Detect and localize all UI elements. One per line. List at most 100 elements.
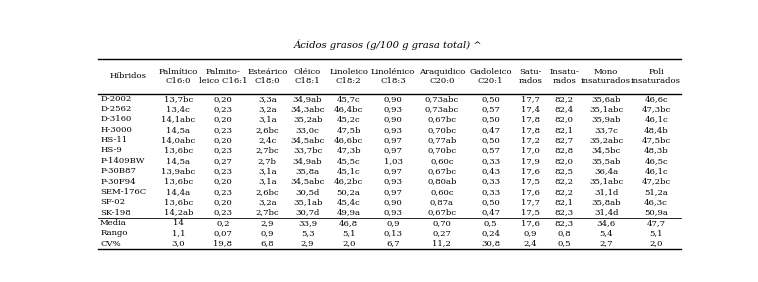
Text: 17,8: 17,8	[521, 126, 540, 134]
Text: 46,3c: 46,3c	[644, 198, 668, 206]
Text: 0,90: 0,90	[384, 198, 402, 206]
Text: 35,2ab: 35,2ab	[293, 115, 322, 124]
Text: 13,7bc: 13,7bc	[164, 95, 193, 103]
Text: 2,4: 2,4	[524, 240, 537, 248]
Text: 0,77ab: 0,77ab	[428, 136, 456, 144]
Text: 0,73abc: 0,73abc	[424, 95, 459, 103]
Text: 45,7c: 45,7c	[337, 95, 361, 103]
Text: 49,9a: 49,9a	[337, 209, 361, 217]
Text: 82,3: 82,3	[555, 209, 574, 217]
Text: 14,2ab: 14,2ab	[164, 209, 193, 217]
Text: Palmítico
C16:0: Palmítico C16:0	[158, 68, 198, 85]
Text: 46,5c: 46,5c	[644, 157, 668, 165]
Text: 5,1: 5,1	[342, 229, 356, 237]
Text: 2,0: 2,0	[650, 240, 662, 248]
Text: 17,7: 17,7	[522, 198, 540, 206]
Text: Oléico
C18:1: Oléico C18:1	[294, 68, 321, 85]
Text: 2,0: 2,0	[342, 240, 356, 248]
Text: 82,7: 82,7	[555, 136, 574, 144]
Text: 5,1: 5,1	[650, 229, 662, 237]
Text: 0,27: 0,27	[213, 157, 232, 165]
Text: 0,23: 0,23	[213, 126, 232, 134]
Text: 34,5abc: 34,5abc	[290, 136, 324, 144]
Text: 0,97: 0,97	[384, 136, 402, 144]
Text: 34,9ab: 34,9ab	[293, 157, 322, 165]
Text: 3,2a: 3,2a	[258, 105, 277, 113]
Text: Rango: Rango	[100, 229, 127, 237]
Text: H-3000: H-3000	[100, 126, 132, 134]
Text: 0,50: 0,50	[481, 198, 500, 206]
Text: 82,0: 82,0	[555, 157, 574, 165]
Text: 13,6bc: 13,6bc	[164, 178, 193, 186]
Text: 5,3: 5,3	[301, 229, 315, 237]
Text: Ácidos grasos (g/100 g grasa total) ^: Ácidos grasos (g/100 g grasa total) ^	[294, 39, 483, 50]
Text: 46,8: 46,8	[339, 219, 359, 227]
Text: 33,7c: 33,7c	[594, 126, 618, 134]
Text: 2,7b: 2,7b	[258, 157, 277, 165]
Text: 0,33: 0,33	[481, 157, 500, 165]
Text: 3,1a: 3,1a	[258, 115, 277, 124]
Text: Media: Media	[100, 219, 127, 227]
Text: 0,9: 0,9	[387, 219, 400, 227]
Text: 45,5c: 45,5c	[337, 157, 361, 165]
Text: 82,2: 82,2	[555, 95, 574, 103]
Text: 82,1: 82,1	[555, 126, 574, 134]
Text: 0,07: 0,07	[213, 229, 232, 237]
Text: 35,5ab: 35,5ab	[591, 157, 621, 165]
Text: 0,23: 0,23	[213, 146, 232, 155]
Text: 82,5: 82,5	[555, 167, 574, 175]
Text: 0,13: 0,13	[384, 229, 402, 237]
Text: 33,7bc: 33,7bc	[293, 146, 322, 155]
Text: 6,7: 6,7	[387, 240, 400, 248]
Text: HS-9: HS-9	[100, 146, 122, 155]
Text: 2,7: 2,7	[600, 240, 613, 248]
Text: 1,1: 1,1	[171, 229, 185, 237]
Text: 17,6: 17,6	[522, 219, 540, 227]
Text: 47,7: 47,7	[647, 219, 666, 227]
Text: 46,6bc: 46,6bc	[334, 136, 363, 144]
Text: 47,5bc: 47,5bc	[641, 136, 671, 144]
Text: 30,8: 30,8	[481, 240, 500, 248]
Text: 2,9: 2,9	[261, 219, 274, 227]
Text: 0,50: 0,50	[481, 95, 500, 103]
Text: 3,3a: 3,3a	[258, 95, 277, 103]
Text: 34,9ab: 34,9ab	[293, 95, 322, 103]
Text: 14,5a: 14,5a	[166, 126, 190, 134]
Text: 6,8: 6,8	[261, 240, 274, 248]
Text: 17,4: 17,4	[521, 105, 540, 113]
Text: 0,93: 0,93	[384, 105, 402, 113]
Text: 17,6: 17,6	[522, 167, 540, 175]
Text: 0,93: 0,93	[384, 209, 402, 217]
Text: 2,6bc: 2,6bc	[255, 126, 279, 134]
Text: 0,67bc: 0,67bc	[428, 209, 456, 217]
Text: 47,3bc: 47,3bc	[641, 105, 671, 113]
Text: 17,7: 17,7	[522, 95, 540, 103]
Text: 0,57: 0,57	[481, 146, 500, 155]
Text: 0,90: 0,90	[384, 95, 402, 103]
Text: 48,3b: 48,3b	[644, 146, 669, 155]
Text: 11,2: 11,2	[433, 240, 451, 248]
Text: 0,8: 0,8	[558, 229, 572, 237]
Text: 0,50: 0,50	[481, 136, 500, 144]
Text: 1,03: 1,03	[384, 157, 402, 165]
Text: 0,23: 0,23	[213, 209, 232, 217]
Text: D-3160: D-3160	[100, 115, 131, 124]
Text: 3,2a: 3,2a	[258, 198, 277, 206]
Text: 5,4: 5,4	[600, 229, 613, 237]
Text: 0,20: 0,20	[213, 198, 232, 206]
Text: 46,2bc: 46,2bc	[334, 178, 363, 186]
Text: 0,33: 0,33	[481, 178, 500, 186]
Text: 31,1d: 31,1d	[594, 188, 619, 196]
Text: 34,5abc: 34,5abc	[290, 178, 324, 186]
Text: 17,9: 17,9	[522, 157, 540, 165]
Text: Linoleico
C18:2: Linoleico C18:2	[329, 68, 368, 85]
Text: 0,97: 0,97	[384, 188, 402, 196]
Text: 47,3b: 47,3b	[337, 146, 361, 155]
Text: 13,4c: 13,4c	[166, 105, 190, 113]
Text: 0,20: 0,20	[213, 95, 232, 103]
Text: 14,4a: 14,4a	[166, 188, 190, 196]
Text: SEM-176C: SEM-176C	[100, 188, 146, 196]
Text: 0,93: 0,93	[384, 178, 402, 186]
Text: Linolénico
C18:3: Linolénico C18:3	[371, 68, 415, 85]
Text: 2,7bc: 2,7bc	[255, 209, 279, 217]
